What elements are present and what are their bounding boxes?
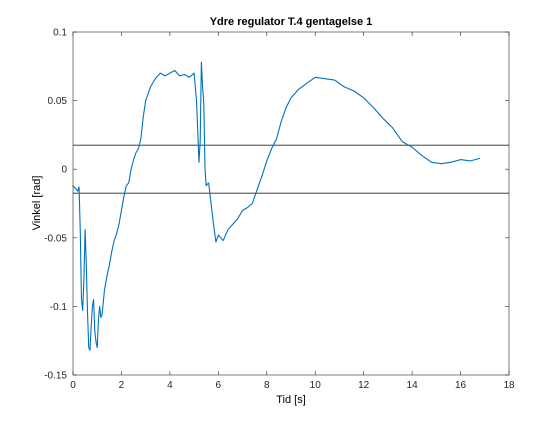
- x-tick-label: 16: [455, 380, 467, 391]
- x-tick-label: 14: [407, 380, 419, 391]
- y-tick-label: -0.1: [50, 302, 68, 313]
- x-tick-label: 2: [119, 380, 125, 391]
- chart-title: Ydre regulator T.4 gentagelse 1: [210, 16, 373, 28]
- y-tick-label: 0.1: [53, 28, 67, 39]
- x-axis-label: Tid [s]: [276, 394, 306, 406]
- y-axis-label: Vinkel [rad]: [31, 176, 43, 231]
- x-tick-label: 6: [216, 380, 222, 391]
- y-tick-label: -0.15: [44, 371, 67, 382]
- plot-area: [73, 32, 509, 375]
- y-tick-label: 0.05: [48, 96, 68, 107]
- y-tick-label: 0: [61, 165, 67, 176]
- x-tick-label: 10: [310, 380, 322, 391]
- x-tick-label: 18: [503, 380, 515, 391]
- y-tick-label: -0.05: [44, 233, 67, 244]
- x-tick-label: 12: [358, 380, 370, 391]
- x-tick-label: 8: [264, 380, 270, 391]
- x-tick-label: 0: [70, 380, 76, 391]
- x-tick-label: 4: [167, 380, 173, 391]
